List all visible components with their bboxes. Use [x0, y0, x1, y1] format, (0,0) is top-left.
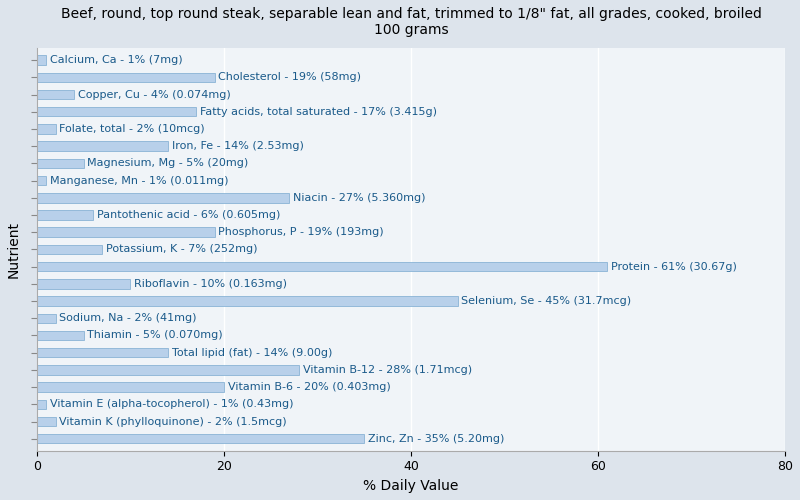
- Text: Vitamin E (alpha-tocopherol) - 1% (0.43mg): Vitamin E (alpha-tocopherol) - 1% (0.43m…: [50, 400, 294, 409]
- Text: Cholesterol - 19% (58mg): Cholesterol - 19% (58mg): [218, 72, 362, 83]
- Bar: [37, 72, 214, 82]
- Bar: [37, 107, 196, 117]
- Text: Total lipid (fat) - 14% (9.00g): Total lipid (fat) - 14% (9.00g): [171, 348, 332, 358]
- Text: Magnesium, Mg - 5% (20mg): Magnesium, Mg - 5% (20mg): [87, 158, 249, 168]
- Text: Phosphorus, P - 19% (193mg): Phosphorus, P - 19% (193mg): [218, 227, 384, 237]
- Bar: [37, 124, 56, 134]
- Text: Protein - 61% (30.67g): Protein - 61% (30.67g): [611, 262, 737, 272]
- Bar: [37, 314, 56, 323]
- Text: Vitamin B-12 - 28% (1.71mcg): Vitamin B-12 - 28% (1.71mcg): [302, 365, 472, 375]
- Y-axis label: Nutrient: Nutrient: [7, 221, 21, 278]
- Bar: [37, 279, 130, 288]
- Bar: [37, 262, 607, 272]
- Bar: [37, 434, 364, 444]
- Text: Manganese, Mn - 1% (0.011mg): Manganese, Mn - 1% (0.011mg): [50, 176, 229, 186]
- Text: Niacin - 27% (5.360mg): Niacin - 27% (5.360mg): [293, 193, 426, 203]
- Text: Potassium, K - 7% (252mg): Potassium, K - 7% (252mg): [106, 244, 258, 254]
- Bar: [37, 176, 46, 186]
- Text: Zinc, Zn - 35% (5.20mg): Zinc, Zn - 35% (5.20mg): [368, 434, 504, 444]
- Bar: [37, 142, 168, 151]
- Text: Pantothenic acid - 6% (0.605mg): Pantothenic acid - 6% (0.605mg): [97, 210, 280, 220]
- Text: Vitamin B-6 - 20% (0.403mg): Vitamin B-6 - 20% (0.403mg): [228, 382, 390, 392]
- Text: Copper, Cu - 4% (0.074mg): Copper, Cu - 4% (0.074mg): [78, 90, 231, 100]
- Text: Folate, total - 2% (10mcg): Folate, total - 2% (10mcg): [59, 124, 205, 134]
- Bar: [37, 193, 290, 202]
- Bar: [37, 228, 214, 237]
- Bar: [37, 244, 102, 254]
- X-axis label: % Daily Value: % Daily Value: [363, 479, 458, 493]
- Text: Fatty acids, total saturated - 17% (3.415g): Fatty acids, total saturated - 17% (3.41…: [200, 106, 437, 117]
- Title: Beef, round, top round steak, separable lean and fat, trimmed to 1/8" fat, all g: Beef, round, top round steak, separable …: [61, 7, 762, 37]
- Bar: [37, 417, 56, 426]
- Text: Sodium, Na - 2% (41mg): Sodium, Na - 2% (41mg): [59, 314, 197, 324]
- Text: Vitamin K (phylloquinone) - 2% (1.5mcg): Vitamin K (phylloquinone) - 2% (1.5mcg): [59, 416, 287, 426]
- Bar: [37, 210, 93, 220]
- Text: Thiamin - 5% (0.070mg): Thiamin - 5% (0.070mg): [87, 330, 223, 340]
- Text: Selenium, Se - 45% (31.7mcg): Selenium, Se - 45% (31.7mcg): [462, 296, 632, 306]
- Bar: [37, 348, 168, 358]
- Text: Calcium, Ca - 1% (7mg): Calcium, Ca - 1% (7mg): [50, 55, 182, 65]
- Bar: [37, 330, 84, 340]
- Bar: [37, 158, 84, 168]
- Bar: [37, 56, 46, 65]
- Bar: [37, 382, 224, 392]
- Bar: [37, 400, 46, 409]
- Bar: [37, 296, 458, 306]
- Bar: [37, 90, 74, 99]
- Bar: [37, 365, 298, 374]
- Text: Riboflavin - 10% (0.163mg): Riboflavin - 10% (0.163mg): [134, 279, 287, 289]
- Text: Iron, Fe - 14% (2.53mg): Iron, Fe - 14% (2.53mg): [171, 141, 303, 151]
